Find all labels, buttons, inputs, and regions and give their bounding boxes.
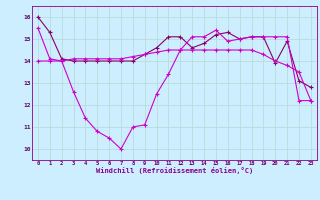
X-axis label: Windchill (Refroidissement éolien,°C): Windchill (Refroidissement éolien,°C) (96, 167, 253, 174)
